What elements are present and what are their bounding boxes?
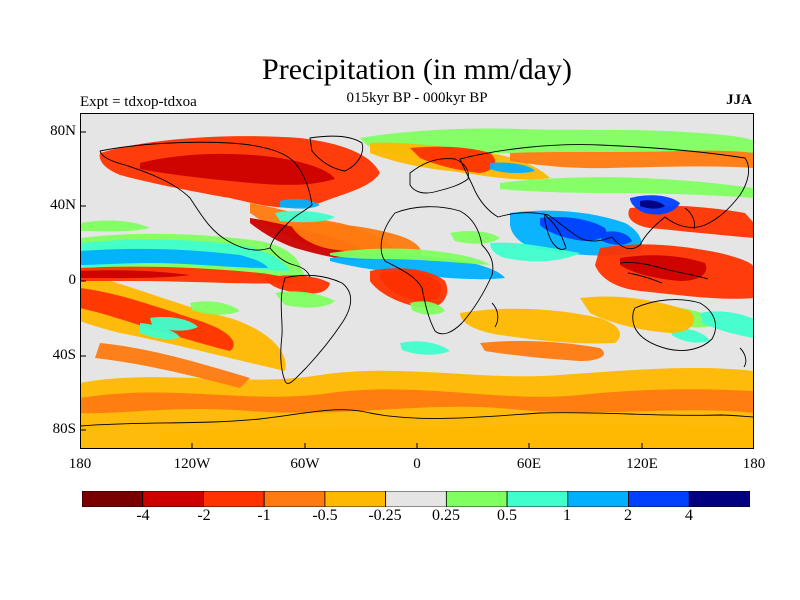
colorbar-label: -1 — [257, 507, 271, 524]
coast-new-zealand — [739, 347, 747, 368]
lon-tick-label: 60W — [290, 456, 320, 472]
coast-japan — [684, 207, 695, 230]
nh-red-eu — [410, 146, 496, 173]
coast-eurasia — [459, 144, 750, 250]
colorbar-label: 4 — [685, 507, 693, 524]
lat-tick-label: 80N — [50, 123, 76, 139]
colorbar-label: 0.5 — [497, 507, 517, 524]
colorbar-swatch — [628, 491, 690, 507]
chart-title: Precipitation (in mm/day) — [262, 53, 572, 86]
eq-red-dark — [80, 270, 190, 279]
lat-tick-label: 80S — [52, 421, 76, 437]
colorbar-label: 2 — [624, 507, 632, 524]
coast-north-america — [99, 141, 313, 251]
coast-australia — [632, 299, 716, 351]
africa-red-outer — [370, 268, 448, 309]
southern-belt-inner — [80, 389, 754, 414]
aus-orange — [580, 296, 694, 333]
coast-south-america — [280, 274, 352, 384]
lon-tick-label: 60E — [516, 456, 542, 472]
colorbar — [82, 491, 750, 507]
coast-greenland — [309, 135, 364, 172]
coast-madagascar — [491, 302, 499, 328]
wp-blue2 — [600, 231, 632, 245]
indian-darkblue — [540, 217, 607, 241]
coast-indonesia — [619, 262, 709, 284]
coast-europe — [409, 158, 469, 194]
atlantic-cyan — [275, 210, 335, 223]
experiment-label: Expt = tdxop-tdxoa — [80, 94, 197, 110]
colorbar-swatch — [506, 491, 569, 507]
io-south-red — [480, 340, 604, 361]
arabia-green — [450, 230, 500, 244]
tick-marks — [80, 131, 754, 449]
coast-india — [544, 214, 567, 250]
lon-tick-label: 180 — [742, 456, 766, 472]
itcz-blue — [80, 248, 268, 268]
colorbar-swatch — [385, 491, 447, 507]
lat-tick-label: 40S — [52, 347, 76, 363]
colorbar-label: 0.25 — [432, 507, 460, 524]
sam-red — [265, 275, 330, 294]
sam-green — [275, 291, 335, 308]
colorbar-label: -0.5 — [312, 507, 338, 524]
lon-tick-label: 180 — [68, 456, 92, 472]
season-label: JJA — [726, 92, 752, 108]
sp-orange2 — [95, 343, 250, 388]
pac-s-green — [190, 301, 240, 315]
anomaly-field — [80, 128, 754, 449]
colorbar-swatch — [567, 491, 629, 507]
colorbar-swatch — [203, 491, 265, 507]
antarctic-green — [160, 423, 754, 449]
nh-green-band — [500, 177, 754, 198]
lon-tick-label: 120W — [173, 456, 211, 472]
colorbar-label: -4 — [136, 507, 150, 524]
na-darkred — [140, 153, 335, 185]
sp-cyan — [140, 323, 180, 340]
indian-cyan — [490, 242, 580, 262]
pac-s-cyan — [150, 317, 198, 331]
nh-blue-dots — [490, 162, 535, 174]
africa-green — [330, 248, 490, 265]
colorbar-swatch — [324, 491, 387, 507]
coastlines — [80, 135, 754, 427]
colorbar-swatch — [263, 491, 326, 507]
lat-tick-label: 40N — [50, 197, 76, 213]
colorbar-swatch — [142, 491, 204, 507]
colorbar-swatch — [688, 491, 750, 507]
coast-antarctica — [80, 409, 754, 427]
lon-tick-label: 120E — [626, 456, 658, 472]
colorbar-swatch — [82, 491, 144, 507]
colorbar-label: -2 — [197, 507, 211, 524]
sa-cyan — [400, 341, 450, 355]
chart-subtitle: 015kyr BP - 000kyr BP — [346, 90, 488, 106]
coast-africa — [380, 206, 494, 335]
coast-central-america — [269, 247, 311, 278]
wp-navy — [640, 200, 665, 209]
lon-tick-label: 0 — [413, 456, 421, 472]
africa-blue — [330, 254, 505, 280]
nh-ext-orange — [510, 150, 754, 169]
sa-green — [410, 301, 445, 315]
colorbar-label: 1 — [563, 507, 571, 524]
green-patch-w — [80, 220, 150, 232]
colorbar-label: -0.25 — [368, 507, 402, 524]
io-south-orange — [460, 308, 620, 344]
precipitation-map — [80, 113, 754, 449]
lat-tick-label: 0 — [68, 272, 77, 288]
colorbar-swatch — [445, 491, 508, 507]
